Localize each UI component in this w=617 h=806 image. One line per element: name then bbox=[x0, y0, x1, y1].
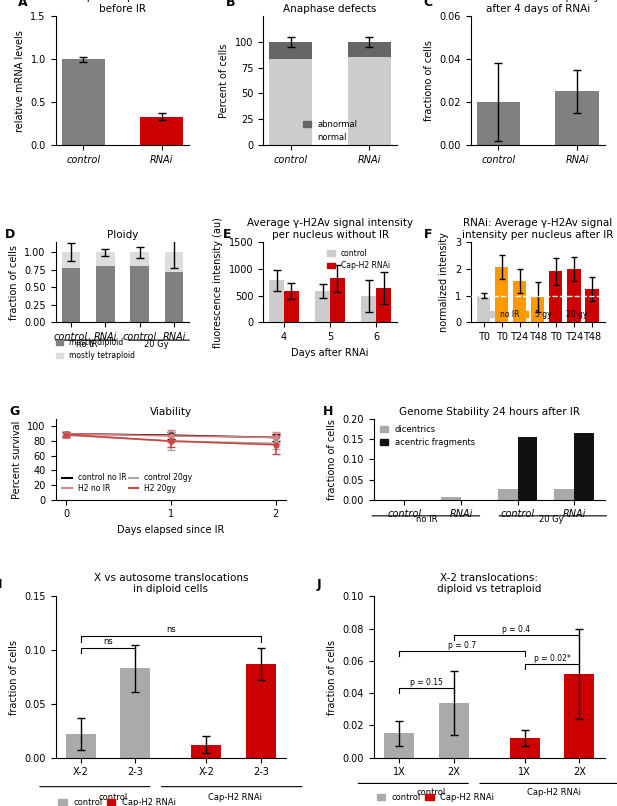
Text: B: B bbox=[226, 0, 235, 9]
Y-axis label: fluorescence intensity (au): fluorescence intensity (au) bbox=[213, 217, 223, 347]
Bar bbox=[130, 266, 149, 322]
Legend: mostly diploid, mostly tetraploid: mostly diploid, mostly tetraploid bbox=[52, 335, 138, 363]
Bar bbox=[513, 280, 526, 322]
Y-axis label: fractiono of cells: fractiono of cells bbox=[424, 40, 434, 121]
Bar bbox=[165, 252, 183, 272]
Title: X vs autosome translocations
in diploid cells: X vs autosome translocations in diploid … bbox=[94, 573, 248, 594]
Bar bbox=[96, 252, 115, 266]
Y-axis label: normalized intensity: normalized intensity bbox=[439, 232, 449, 332]
Title: Viability: Viability bbox=[150, 407, 192, 417]
Bar bbox=[574, 434, 594, 500]
Text: A: A bbox=[18, 0, 28, 9]
Text: p = 0.02*: p = 0.02* bbox=[534, 654, 570, 663]
X-axis label: Days after RNAi: Days after RNAi bbox=[291, 347, 369, 358]
Bar bbox=[362, 296, 376, 322]
Bar bbox=[348, 42, 391, 57]
Bar bbox=[120, 668, 151, 758]
Bar bbox=[564, 674, 594, 758]
Bar bbox=[62, 252, 80, 268]
Bar bbox=[62, 59, 105, 145]
Text: control: control bbox=[99, 792, 128, 801]
Title: RNAi: Average γ-H2Av signal
intensity per nucleus after IR: RNAi: Average γ-H2Av signal intensity pe… bbox=[462, 218, 613, 239]
Text: 20 Gy: 20 Gy bbox=[144, 339, 168, 348]
Bar bbox=[477, 296, 491, 322]
Bar bbox=[531, 297, 544, 322]
Y-axis label: fraction of cells: fraction of cells bbox=[9, 639, 19, 715]
Y-axis label: Percent of cells: Percent of cells bbox=[220, 44, 230, 118]
Bar bbox=[96, 266, 115, 322]
Text: F: F bbox=[424, 228, 433, 241]
Bar bbox=[477, 102, 520, 145]
Bar bbox=[376, 288, 391, 322]
Title: Translocation frequency
after 4 days of RNAi: Translocation frequency after 4 days of … bbox=[475, 0, 600, 14]
Title: Anaphase defects: Anaphase defects bbox=[283, 4, 377, 14]
Legend: control, Cap-H2 RNAi: control, Cap-H2 RNAi bbox=[373, 789, 497, 805]
Bar bbox=[441, 496, 461, 500]
Legend: abnormal, normal: abnormal, normal bbox=[301, 118, 359, 143]
Bar bbox=[246, 664, 276, 758]
Text: control: control bbox=[417, 787, 446, 796]
Title: X-2 translocations:
diploid vs tetraploid: X-2 translocations: diploid vs tetraploi… bbox=[437, 573, 542, 594]
Text: I: I bbox=[0, 579, 2, 592]
Text: no IR: no IR bbox=[76, 339, 97, 348]
Legend: dicentrics, acentric fragments: dicentrics, acentric fragments bbox=[378, 423, 476, 449]
Text: D: D bbox=[5, 228, 15, 241]
Text: p = 0.15: p = 0.15 bbox=[410, 678, 443, 687]
Text: J: J bbox=[317, 579, 321, 592]
Y-axis label: relative mRNA levels: relative mRNA levels bbox=[15, 30, 25, 131]
Title: Average γ-H2Av signal intensity
per nucleus without IR: Average γ-H2Av signal intensity per nucl… bbox=[247, 218, 413, 239]
Bar bbox=[348, 57, 391, 145]
Legend: control, Cap-H2 RNAi: control, Cap-H2 RNAi bbox=[55, 794, 179, 806]
Y-axis label: fractiono of cells: fractiono of cells bbox=[327, 419, 337, 500]
Text: Cap-H2 RNAi: Cap-H2 RNAi bbox=[209, 792, 262, 801]
Text: ns: ns bbox=[166, 625, 176, 634]
Text: Cap-H2 RNAi: Cap-H2 RNAi bbox=[527, 787, 581, 796]
Y-axis label: fraction of cells: fraction of cells bbox=[327, 639, 337, 715]
Title: Genome Stability 24 hours after IR: Genome Stability 24 hours after IR bbox=[399, 407, 580, 417]
Bar bbox=[549, 272, 563, 322]
Text: G: G bbox=[9, 405, 20, 418]
Bar bbox=[495, 268, 508, 322]
Title: Cap-H2 expression
before IR: Cap-H2 expression before IR bbox=[73, 0, 172, 14]
Bar bbox=[439, 703, 469, 758]
Bar bbox=[62, 268, 80, 322]
Bar bbox=[130, 252, 149, 266]
Bar bbox=[284, 291, 299, 322]
Text: H: H bbox=[323, 405, 334, 418]
Legend: control no IR, H2 no IR, control 20gy, H2 20gy: control no IR, H2 no IR, control 20gy, H… bbox=[59, 470, 195, 496]
Bar bbox=[384, 733, 415, 758]
Text: E: E bbox=[223, 228, 231, 241]
Text: no IR: no IR bbox=[416, 515, 437, 524]
Bar bbox=[140, 117, 183, 145]
Bar bbox=[555, 489, 574, 500]
Bar bbox=[330, 278, 345, 322]
Text: ns: ns bbox=[104, 637, 113, 646]
Text: C: C bbox=[424, 0, 433, 9]
Bar bbox=[66, 734, 96, 758]
Bar bbox=[498, 488, 518, 500]
Bar bbox=[518, 437, 537, 500]
Y-axis label: fraction of cells: fraction of cells bbox=[9, 244, 19, 320]
Bar bbox=[315, 291, 330, 322]
Bar bbox=[567, 268, 581, 322]
Bar bbox=[191, 745, 222, 758]
Text: 20 Gy: 20 Gy bbox=[539, 515, 564, 524]
Bar bbox=[269, 60, 312, 145]
Bar bbox=[269, 42, 312, 60]
Bar bbox=[555, 91, 598, 145]
Text: p = 0.4: p = 0.4 bbox=[502, 625, 531, 634]
Legend: control, Cap-H2 RNAi: control, Cap-H2 RNAi bbox=[325, 246, 393, 273]
Bar bbox=[269, 280, 284, 322]
Legend: no IR, 5 gy, 20 gy: no IR, 5 gy, 20 gy bbox=[484, 307, 591, 322]
Text: p = 0.7: p = 0.7 bbox=[448, 641, 476, 650]
X-axis label: Days elapsed since IR: Days elapsed since IR bbox=[117, 525, 225, 535]
Bar bbox=[510, 738, 540, 758]
Title: Ploidy: Ploidy bbox=[107, 230, 138, 239]
Bar bbox=[165, 272, 183, 322]
Y-axis label: Percent survival: Percent survival bbox=[12, 420, 22, 499]
Bar bbox=[585, 289, 598, 322]
